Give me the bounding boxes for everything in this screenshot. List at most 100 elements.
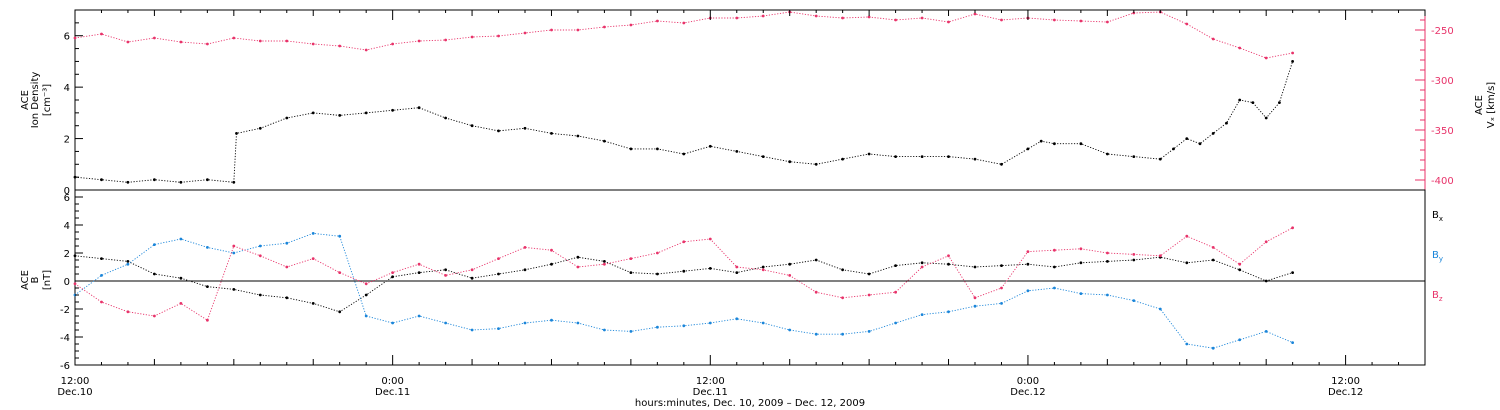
ion-density-point <box>1251 101 1255 104</box>
bz-point <box>1264 240 1268 244</box>
by-point <box>1211 346 1215 350</box>
ion-density-point <box>153 178 156 182</box>
bz-point <box>153 314 156 318</box>
by-point <box>258 244 262 248</box>
ion-density-point <box>470 124 474 128</box>
bx-point <box>470 276 474 280</box>
vx-point <box>761 14 765 18</box>
bz-point <box>1211 246 1215 249</box>
bx-trace <box>74 255 1293 313</box>
bx-point <box>656 272 659 276</box>
by-point <box>973 304 977 308</box>
bx-point <box>603 260 606 263</box>
bx-point <box>258 293 262 297</box>
bx-point <box>1106 260 1109 263</box>
ion-density-point <box>1132 155 1136 159</box>
ion-density-point <box>126 180 130 184</box>
bx-point <box>206 285 209 288</box>
bz-point <box>603 262 606 266</box>
by-point <box>947 310 950 314</box>
bottom-left-axis-label: ACE B [nT] <box>20 270 53 290</box>
by-point <box>1185 342 1189 346</box>
bx-point <box>391 275 394 279</box>
ion-density-point <box>338 114 342 117</box>
bz-point <box>1132 253 1136 256</box>
vx-point <box>364 48 368 52</box>
bz-point <box>497 257 500 260</box>
vx-point <box>1079 19 1083 23</box>
bz-point <box>232 244 236 248</box>
by-point <box>126 262 130 266</box>
bz-point <box>735 265 739 269</box>
ion-density-point <box>417 106 421 110</box>
bz-point <box>629 257 633 260</box>
top-ylabel-unit: [cm⁻³] <box>42 84 53 116</box>
by-point <box>920 313 924 316</box>
ion-density-point <box>497 129 500 133</box>
ion-density-point <box>788 160 792 164</box>
bz-point <box>338 271 342 274</box>
vx-point <box>735 16 739 20</box>
top-left-tick-label: 4 <box>64 83 70 94</box>
vx-point <box>629 23 633 27</box>
by-point <box>656 325 659 329</box>
bottom-left-tick-label: 6 <box>64 193 70 204</box>
ion-density-point <box>444 116 447 120</box>
by-point <box>1158 307 1162 311</box>
by-point <box>232 251 236 255</box>
bx-point <box>497 272 500 276</box>
by-point <box>417 314 421 318</box>
by-point <box>761 321 765 325</box>
ion-density-point <box>179 180 183 184</box>
ion-density-point <box>656 147 659 151</box>
bz-point <box>761 268 765 272</box>
bx-point <box>179 276 183 280</box>
bz-point <box>682 240 686 244</box>
ion-density-point <box>1106 152 1109 156</box>
bx-point <box>1026 262 1030 266</box>
top-y2label-line1: ACE <box>1474 95 1485 115</box>
bz-point <box>814 290 818 294</box>
bz-point <box>1000 286 1003 290</box>
x-tick-label-day: Dec.10 <box>57 387 92 398</box>
top-panel: 0 2 4 6 -250 -300 -350 -400 ACE Ion Density [c… <box>20 9 1497 197</box>
vx-point <box>1291 51 1294 55</box>
vx-point <box>206 42 209 46</box>
legend-bz-subscript: z <box>1439 295 1443 303</box>
vx-point <box>232 36 236 40</box>
ion-density-point <box>576 134 580 138</box>
bz-point <box>1053 248 1056 252</box>
bx-point <box>1053 265 1056 269</box>
vx-point <box>973 12 977 16</box>
by-point <box>444 321 447 325</box>
top-left-tick-label: 6 <box>64 32 70 43</box>
vx-point <box>1185 22 1189 26</box>
vx-point <box>1053 18 1056 22</box>
by-point <box>100 274 103 277</box>
vx-point <box>550 28 553 32</box>
bx-point <box>1264 279 1268 283</box>
by-point <box>153 243 156 247</box>
by-point <box>1238 338 1242 342</box>
x-tick-label-time: 12:00 <box>61 376 90 387</box>
vx-point <box>179 40 183 44</box>
by-point <box>206 246 209 249</box>
bz-point <box>364 282 368 286</box>
bx-point <box>920 261 924 265</box>
top-left-axis-label: ACE Ion Density [cm⁻³] <box>20 72 53 129</box>
legend-bz: Bz <box>1432 290 1443 303</box>
ion-density-point <box>364 111 368 115</box>
bz-point <box>894 290 897 294</box>
top-right-axis: -250 -300 -350 -400 <box>1415 10 1454 190</box>
by-point <box>603 328 606 332</box>
by-point <box>285 241 289 245</box>
ion-density-point <box>206 178 209 182</box>
ion-density-point <box>1000 162 1003 166</box>
ion-density-point <box>735 150 739 153</box>
ion-density-point <box>841 157 844 161</box>
ion-density-point <box>1238 98 1242 102</box>
ion-density-point <box>682 152 686 156</box>
ion-density-point <box>867 152 871 156</box>
vx-point <box>841 16 844 20</box>
